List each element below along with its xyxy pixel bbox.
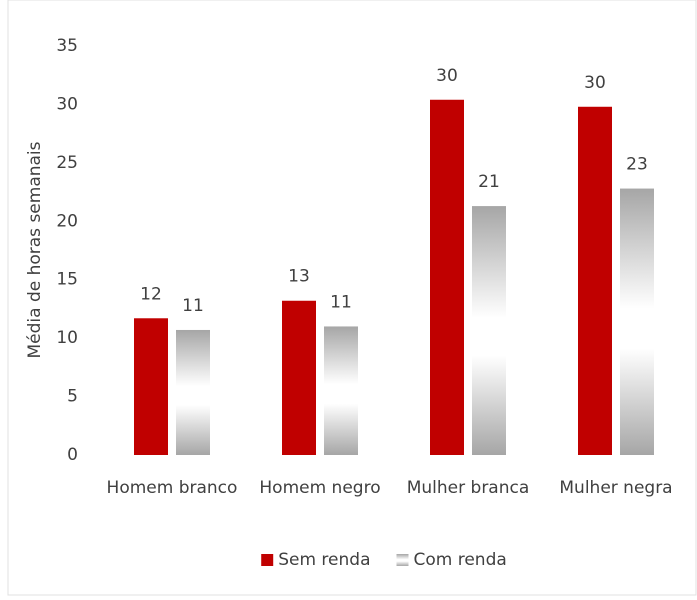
value-label: 13 bbox=[288, 267, 310, 287]
value-label: 12 bbox=[140, 284, 162, 304]
bar bbox=[134, 318, 168, 455]
legend-label: Sem renda bbox=[278, 550, 370, 570]
y-tick-label: 15 bbox=[56, 270, 78, 290]
bar bbox=[324, 326, 358, 455]
bar bbox=[430, 99, 464, 456]
x-tick-label: Mulher negra bbox=[559, 478, 672, 498]
bar bbox=[620, 188, 654, 455]
legend-item: Com renda bbox=[396, 550, 507, 570]
value-label: 11 bbox=[182, 296, 204, 316]
legend-label: Com renda bbox=[413, 550, 506, 570]
value-label: 30 bbox=[584, 73, 606, 93]
y-tick-label: 25 bbox=[56, 153, 78, 173]
x-tick-label: Homem negro bbox=[259, 478, 380, 498]
x-tick-label: Mulher branca bbox=[407, 478, 530, 498]
chart-border bbox=[7, 0, 697, 596]
value-label: 21 bbox=[478, 172, 500, 192]
y-axis-label: Média de horas semanais bbox=[25, 141, 45, 358]
bar bbox=[282, 300, 316, 455]
value-label: 11 bbox=[330, 292, 352, 312]
y-tick-label: 30 bbox=[56, 94, 78, 114]
value-label: 30 bbox=[436, 66, 458, 86]
y-tick-label: 10 bbox=[56, 328, 78, 348]
legend-swatch bbox=[261, 554, 274, 566]
bar bbox=[176, 329, 210, 455]
x-tick-label: Homem branco bbox=[107, 478, 238, 498]
bar bbox=[472, 206, 506, 455]
y-tick-label: 0 bbox=[67, 445, 78, 465]
legend-swatch bbox=[396, 554, 409, 566]
value-label: 23 bbox=[626, 155, 648, 175]
y-tick-label: 20 bbox=[56, 211, 78, 231]
y-tick-label: 35 bbox=[56, 36, 78, 56]
bar bbox=[578, 106, 612, 455]
y-tick-label: 5 bbox=[67, 387, 78, 407]
legend-item: Sem renda bbox=[261, 550, 370, 570]
